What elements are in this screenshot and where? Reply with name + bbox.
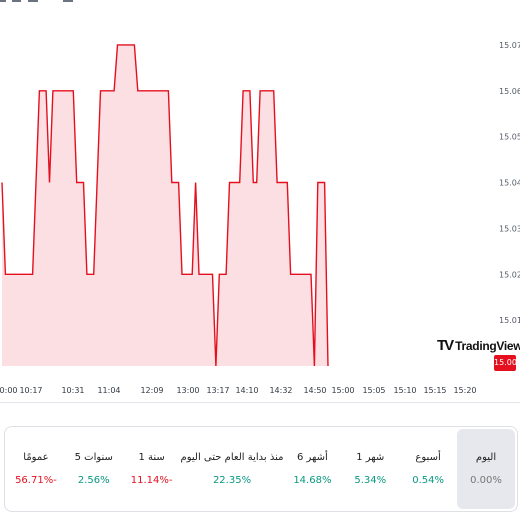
period-label: عمومًا	[23, 452, 49, 463]
period-label: 6 أشهر	[296, 452, 328, 463]
x-tick-label: 15:05	[362, 386, 385, 395]
period-change-value: 0.54%	[412, 475, 444, 486]
period-change-value: 22.35%	[212, 475, 252, 486]
x-tick-label: 15:10	[393, 386, 416, 395]
period-label: أسبوع	[415, 452, 441, 463]
performance-period[interactable]: أسبوع 0.54%	[399, 429, 457, 509]
period-change-value: 0.00%	[470, 475, 502, 486]
last-price-label: 15.00	[494, 355, 517, 371]
y-tick-label: 15.02	[499, 270, 520, 279]
period-change-value: 56.71%-	[15, 475, 57, 486]
period-label: منذ بداية العام حتى اليوم	[180, 452, 284, 463]
y-tick-label: 15.06	[499, 87, 520, 96]
period-change-value: 14.68%	[293, 475, 332, 486]
top-edge-mark	[28, 0, 38, 2]
tradingview-wordmark: TradingView	[455, 338, 520, 353]
top-edge-mark	[12, 0, 21, 2]
performance-bar: اليوم 0.00% أسبوع 0.54% 1 شهر 5.34% 6 أشهر 14.6…	[4, 426, 518, 512]
x-tick-label: 13:17	[206, 386, 229, 395]
x-tick-label: 14:10	[235, 386, 258, 395]
period-change-value: 11.14%-	[130, 475, 173, 486]
x-tick-label: 14:32	[269, 386, 292, 395]
x-tick-label: 15:00	[331, 386, 354, 395]
period-label: اليوم	[475, 452, 497, 463]
x-tick-label: 10:17	[19, 386, 42, 395]
tradingview-logo[interactable]: TV TradingView	[437, 337, 520, 354]
top-edge-mark	[0, 0, 6, 2]
performance-period[interactable]: منذ بداية العام حتى اليوم 22.35%	[181, 429, 284, 509]
y-tick-label: 15.03	[499, 224, 520, 233]
x-tick-label: 10:00	[0, 386, 18, 395]
x-tick-label: 15:20	[453, 386, 476, 395]
y-tick-label: 15.04	[499, 179, 520, 188]
price-area-fill	[2, 44, 328, 367]
performance-period[interactable]: 1 شهر 5.34%	[341, 429, 399, 509]
y-tick-label: 15.01	[499, 316, 520, 325]
y-tick-label: 15.05	[499, 133, 520, 142]
period-change-value: 5.34%	[354, 475, 387, 486]
x-tick-label: 11:04	[97, 386, 120, 395]
period-label: 1 شهر	[356, 452, 385, 463]
performance-period[interactable]: 5 سنوات 2.56%	[65, 429, 123, 509]
divider	[0, 402, 520, 403]
period-label: 5 سنوات	[74, 452, 113, 463]
performance-period[interactable]: 1 سنة 11.14%-	[123, 429, 181, 509]
period-change-value: 2.56%	[77, 475, 110, 486]
performance-period[interactable]: 6 أشهر 14.68%	[283, 429, 341, 509]
price-line	[1, 44, 329, 367]
x-tick-label: 10:31	[61, 386, 84, 395]
tradingview-mark-icon: TV	[437, 337, 454, 354]
performance-period[interactable]: اليوم 0.00%	[457, 429, 515, 509]
price-chart[interactable]: 15.07 15.06 15.05 15.04 15.03 15.02 15.01 15.00…	[0, 0, 520, 400]
x-tick-label: 14:50	[303, 386, 326, 395]
period-label: 1 سنة	[138, 452, 165, 463]
x-tick-label: 13:00	[176, 386, 199, 395]
x-tick-label: 15:15	[423, 386, 446, 395]
x-tick-label: 12:09	[140, 386, 163, 395]
y-tick-label: 15.07	[499, 41, 520, 50]
performance-period[interactable]: عمومًا 56.71%-	[7, 429, 65, 509]
top-edge-mark	[63, 0, 73, 2]
